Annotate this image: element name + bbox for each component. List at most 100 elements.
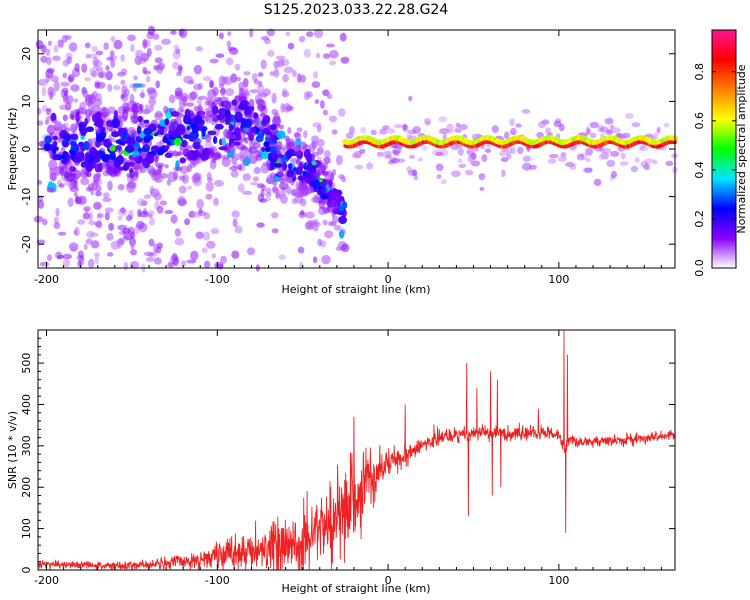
heatmap-blob [61, 34, 68, 43]
heatmap-blob [248, 154, 258, 164]
heatmap-blob [265, 191, 272, 198]
heatmap-blob [211, 253, 217, 259]
heatmap-blob [105, 70, 113, 81]
heatmap-blob [221, 154, 230, 160]
heatmap-blob [132, 109, 140, 115]
x-tick-label: 100 [548, 273, 569, 286]
heatmap-blob [166, 140, 171, 146]
heatmap-blob [186, 145, 193, 150]
heatmap-blob [599, 126, 609, 133]
heatmap-blob [177, 106, 184, 114]
heatmap-blob [457, 158, 463, 163]
heatmap-blob [320, 186, 329, 196]
heatmap-blob [183, 75, 194, 84]
heatmap-blob [656, 126, 661, 134]
heatmap-blob [96, 219, 103, 229]
heatmap-blob [412, 126, 421, 134]
heatmap-blob [148, 238, 155, 247]
heatmap-blob [213, 99, 219, 106]
heatmap-blob [499, 150, 508, 157]
heatmap-blob [417, 157, 423, 162]
heatmap-blob [312, 179, 321, 190]
heatmap-blob [155, 162, 165, 168]
heatmap-blob [557, 156, 567, 163]
heatmap-blob [67, 74, 75, 82]
heatmap-blob [196, 198, 204, 209]
heatmap-blob [173, 138, 183, 146]
heatmap-blob [334, 225, 342, 231]
heatmap-blob [109, 144, 116, 152]
heatmap-blob [393, 149, 401, 155]
heatmap-blob [45, 74, 51, 83]
heatmap-blob [52, 55, 61, 61]
heatmap-blob [234, 225, 243, 234]
heatmap-blob [296, 127, 303, 133]
heatmap-blob [95, 111, 102, 121]
heatmap-blob [339, 32, 347, 42]
heatmap-blob [470, 160, 481, 167]
heatmap-blob [122, 108, 129, 114]
heatmap-blob [100, 163, 107, 170]
heatmap-blob [305, 174, 314, 179]
heatmap-blob [547, 158, 557, 164]
heatmap-blob [299, 74, 307, 83]
heatmap-blob [177, 65, 183, 72]
heatmap-blob [147, 124, 157, 132]
heatmap-blob [93, 152, 101, 163]
snr-panel: -200 -100 0 100 0 100 200 300 400 500 Height of … [6, 329, 676, 595]
heatmap-blob [195, 46, 203, 52]
y-tick-label: 400 [20, 394, 33, 415]
heatmap-blob [120, 54, 125, 62]
heatmap-blob [402, 123, 408, 131]
x-tick-label: 100 [548, 574, 569, 587]
heatmap-blob [120, 68, 128, 76]
x-tick-label: 0 [385, 574, 392, 587]
heatmap-blob [107, 83, 113, 93]
heatmap-blob [181, 260, 187, 268]
heatmap-blob [517, 146, 524, 155]
heatmap-blob [280, 174, 290, 181]
heatmap-blob [154, 57, 163, 64]
heatmap-blob [147, 210, 155, 216]
heatmap-blob [48, 159, 58, 171]
heatmap-blob [147, 25, 156, 36]
heatmap-blob [277, 58, 285, 68]
heatmap-blob [123, 234, 133, 241]
heatmap-blob [260, 189, 265, 198]
heatmap-blob [187, 92, 196, 102]
heatmap-blob [156, 205, 164, 214]
heatmap-blob [91, 45, 98, 53]
heatmap-blob [207, 130, 217, 136]
heatmap-blob [172, 61, 180, 70]
heatmap-blob [167, 121, 177, 132]
heatmap-blob [316, 156, 322, 161]
heatmap-blob [106, 252, 114, 257]
heatmap-blob [484, 148, 492, 153]
heatmap-blob [598, 153, 608, 160]
heatmap-blob [178, 95, 187, 102]
heatmap-blob [174, 237, 185, 246]
snr-y-ticks: 0 100 200 300 400 500 [20, 337, 675, 574]
heatmap-blob [55, 207, 60, 217]
heatmap-blob [37, 78, 48, 87]
heatmap-blob [271, 228, 279, 234]
heatmap-blob [247, 126, 257, 138]
heatmap-blob [153, 257, 162, 265]
heatmap-blob [576, 156, 584, 161]
heatmap-blob [92, 173, 101, 182]
heatmap-blob [46, 186, 55, 193]
heatmap-blob [189, 132, 199, 138]
heatmap-blob [183, 117, 193, 125]
heatmap-blob [173, 256, 180, 267]
heatmap-blob [242, 173, 252, 182]
heatmap-blob [338, 229, 345, 239]
y-tick-label: -10 [20, 188, 33, 206]
heatmap-blob [455, 122, 461, 128]
heatmap-blob [278, 166, 286, 173]
heatmap-blob [435, 151, 444, 157]
heatmap-blob [292, 70, 297, 78]
spectrogram-y-ticks: -20 -10 0 10 20 [20, 47, 675, 253]
heatmap-blob [311, 160, 317, 166]
heatmap-blob [206, 172, 212, 180]
x-tick-label: -200 [34, 574, 59, 587]
